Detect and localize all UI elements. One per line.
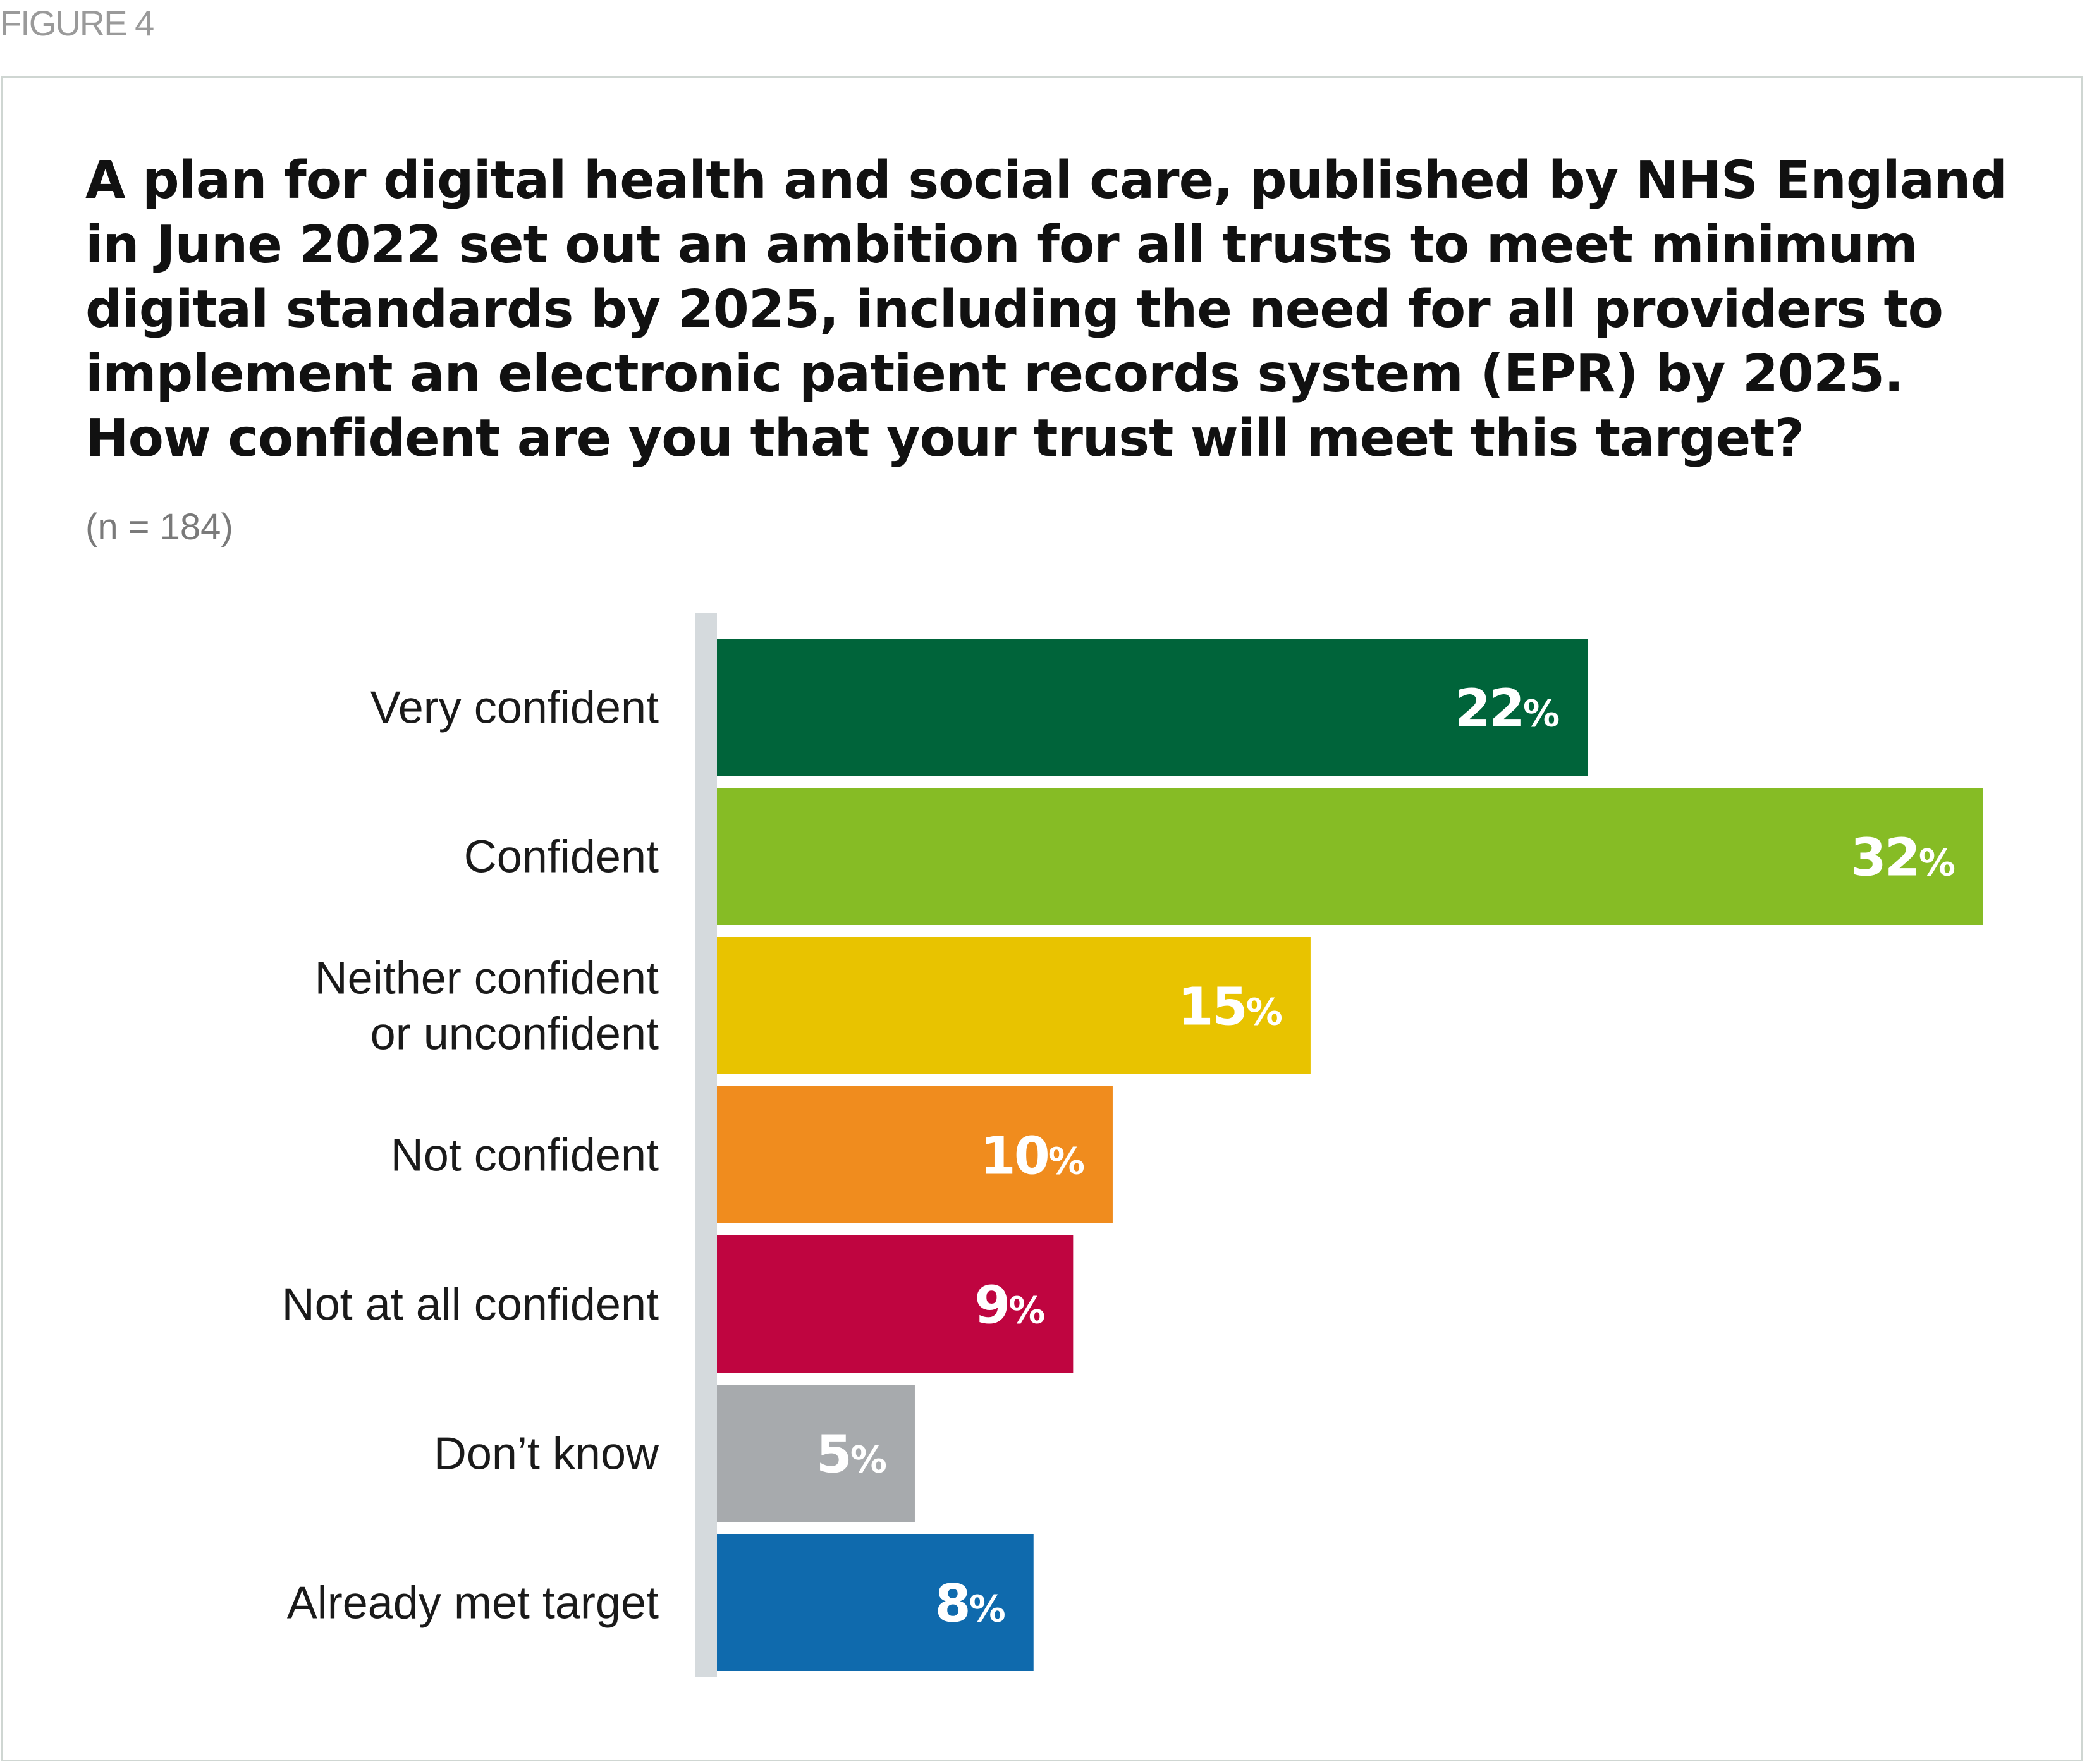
category-label: Already met target: [287, 1578, 659, 1629]
chart-frame: [1, 76, 2083, 1761]
data-label: 9%: [974, 1276, 1045, 1336]
data-label: 10%: [980, 1127, 1085, 1187]
bar: [717, 937, 1311, 1074]
category-label: Not confident: [391, 1130, 659, 1181]
sample-size-note: (n = 184): [85, 506, 233, 548]
category-axis: [695, 613, 717, 1677]
category-label: Confident: [464, 832, 659, 883]
bar: [717, 788, 1983, 925]
bar: [717, 1086, 1113, 1223]
figure-label: FIGURE 4: [0, 3, 154, 43]
data-label: 22%: [1455, 679, 1560, 739]
chart-title: A plan for digital health and social car…: [85, 150, 2007, 469]
category-label: Neither confident or unconfident: [315, 953, 659, 1060]
bar: [717, 1385, 915, 1522]
category-label: Very confident: [370, 683, 659, 733]
bar: [717, 639, 1588, 776]
bar: [717, 1534, 1034, 1671]
data-label: 32%: [1851, 828, 1955, 888]
data-label: 15%: [1178, 977, 1283, 1038]
category-label: Don’t know: [434, 1429, 659, 1479]
bar: [717, 1235, 1074, 1373]
category-label: Not at all confident: [282, 1280, 659, 1330]
data-label: 8%: [935, 1574, 1006, 1634]
data-label: 5%: [816, 1425, 887, 1485]
